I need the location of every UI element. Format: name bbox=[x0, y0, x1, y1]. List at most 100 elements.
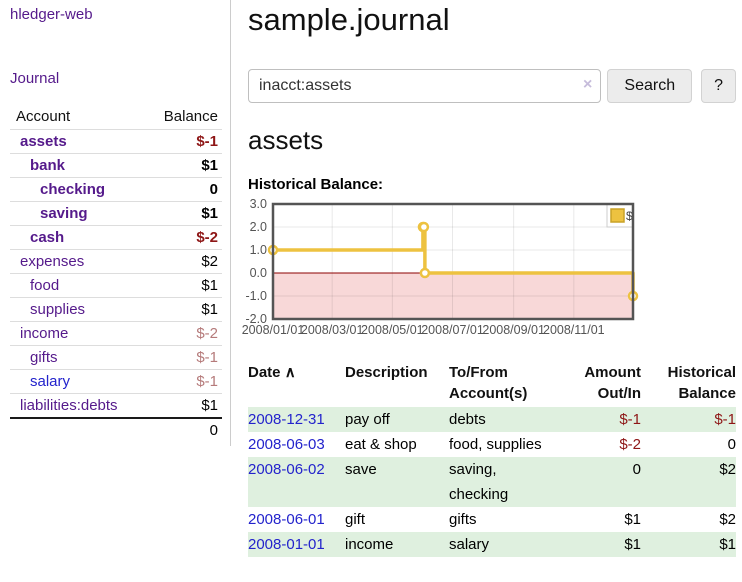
transaction-description: pay off bbox=[345, 411, 390, 428]
column-header-amount: Amount Out/In bbox=[584, 364, 641, 402]
account-balance: $1 bbox=[142, 201, 222, 226]
register-header-row: Date ∧ Description To/From Account(s) Am… bbox=[248, 359, 736, 407]
page-title: sample.journal bbox=[248, 2, 450, 37]
x-axis-tick-label: 2008/09/01 bbox=[482, 323, 545, 337]
nav-journal-link[interactable]: Journal bbox=[10, 70, 60, 87]
date-header-label: Date bbox=[248, 364, 281, 381]
transaction-row[interactable]: 2008-06-02 save saving, checking 0 $2 bbox=[248, 457, 736, 507]
account-link[interactable]: liabilities:debts bbox=[20, 397, 118, 414]
transaction-accounts: salary bbox=[449, 536, 490, 553]
accounts-header-row: Account Balance bbox=[10, 105, 222, 130]
sort-ascending-icon: ∧ bbox=[284, 364, 296, 381]
account-balance: 0 bbox=[142, 177, 222, 202]
legend-label: $ bbox=[626, 209, 633, 223]
transaction-date-link[interactable]: 2008-06-03 bbox=[248, 436, 325, 453]
transaction-amount: $-1 bbox=[619, 411, 641, 428]
x-axis-tick-label: 2008/05/01 bbox=[361, 323, 424, 337]
account-link[interactable]: supplies bbox=[30, 301, 86, 318]
transaction-description: save bbox=[345, 461, 377, 478]
account-link[interactable]: cash bbox=[30, 229, 65, 246]
y-axis-tick-label: 2.0 bbox=[250, 220, 267, 234]
y-axis-tick-label: -1.0 bbox=[245, 289, 267, 303]
chart-data-point bbox=[419, 267, 431, 279]
account-balance: $-1 bbox=[142, 369, 222, 394]
accounts-total-balance: 0 bbox=[142, 417, 222, 442]
x-axis-tick-label: 2008/07/01 bbox=[421, 323, 484, 337]
transaction-amount: $-2 bbox=[619, 436, 641, 453]
account-balance: $1 bbox=[142, 273, 222, 298]
account-column-header: Account bbox=[16, 108, 71, 125]
clear-search-icon[interactable]: × bbox=[583, 76, 593, 93]
transaction-balance: $2 bbox=[719, 461, 736, 478]
y-axis-tick-label: 0.0 bbox=[250, 266, 267, 280]
transaction-amount: 0 bbox=[632, 461, 641, 478]
account-link[interactable]: saving bbox=[40, 205, 88, 222]
account-row: liabilities:debts $1 bbox=[10, 393, 222, 418]
transaction-date-link[interactable]: 2008-01-01 bbox=[248, 536, 325, 553]
column-header-accounts: To/From Account(s) bbox=[449, 364, 528, 402]
legend-swatch-icon bbox=[610, 208, 625, 223]
transaction-balance: $-1 bbox=[714, 411, 736, 428]
transaction-date[interactable]: 2008-06-03 bbox=[248, 432, 345, 457]
transaction-accounts: saving, checking bbox=[449, 461, 509, 503]
transaction-date[interactable]: 2008-12-31 bbox=[248, 407, 345, 432]
x-axis-tick-label: 2008/01/01 bbox=[242, 323, 305, 337]
search-button[interactable]: Search bbox=[607, 69, 693, 103]
x-axis-tick-label: 2008/03/01 bbox=[301, 323, 364, 337]
transaction-description: gift bbox=[345, 511, 366, 528]
transaction-date[interactable]: 2008-06-01 bbox=[248, 507, 345, 532]
chart-legend: $ bbox=[606, 203, 634, 228]
accounts-total-row: 0 bbox=[10, 417, 222, 442]
account-link[interactable]: food bbox=[30, 277, 60, 294]
transaction-date-link[interactable]: 2008-06-01 bbox=[248, 511, 325, 528]
help-button[interactable]: ? bbox=[701, 69, 736, 103]
transaction-date[interactable]: 2008-06-02 bbox=[248, 457, 345, 507]
column-header-balance: Historical Balance bbox=[667, 364, 736, 402]
account-balance: $1 bbox=[142, 153, 222, 178]
account-row: income $-2 bbox=[10, 321, 222, 346]
y-axis-tick-label: 1.0 bbox=[250, 243, 267, 257]
account-balance: $-2 bbox=[142, 321, 222, 346]
account-row: salary $-1 bbox=[10, 369, 222, 394]
account-link[interactable]: gifts bbox=[30, 349, 58, 366]
account-balance: $-1 bbox=[142, 345, 222, 370]
chart-data-point bbox=[418, 221, 430, 233]
register-table: Date ∧ Description To/From Account(s) Am… bbox=[248, 359, 736, 557]
account-balance: $2 bbox=[142, 249, 222, 274]
account-balance: $1 bbox=[142, 393, 222, 418]
transaction-amount: $1 bbox=[624, 536, 641, 553]
accounts-table: Account Balance assets $-1 bank $1 checking 0… bbox=[10, 105, 222, 442]
y-axis-tick-label: -2.0 bbox=[245, 312, 267, 326]
account-row: supplies $1 bbox=[10, 297, 222, 322]
sidebar: hledger-web Journal Account Balance asse… bbox=[0, 0, 231, 446]
account-row: gifts $-1 bbox=[10, 345, 222, 370]
historical-balance-chart: $3.0 2.0 1.0 0.0 -1.0 -2.0 2008/01/01 2008/03/0… bbox=[242, 197, 736, 345]
account-link[interactable]: expenses bbox=[20, 253, 85, 270]
account-row: saving $1 bbox=[10, 201, 222, 226]
transaction-description: income bbox=[345, 536, 394, 553]
column-header-description: Description bbox=[345, 364, 428, 381]
account-link[interactable]: salary bbox=[30, 373, 71, 390]
account-row: assets $-1 bbox=[10, 129, 222, 154]
transaction-row[interactable]: 2008-06-03 eat & shop food, supplies $-2 0 bbox=[248, 432, 736, 457]
account-link[interactable]: bank bbox=[30, 157, 66, 174]
search-input[interactable] bbox=[248, 69, 602, 103]
x-axis-tick-label: 2008/11/01 bbox=[543, 323, 605, 337]
account-link[interactable]: assets bbox=[20, 133, 67, 150]
account-heading: assets bbox=[248, 125, 324, 155]
y-axis-tick-label: 3.0 bbox=[250, 197, 267, 211]
transaction-row[interactable]: 2008-06-01 gift gifts $1 $2 bbox=[248, 507, 736, 532]
transaction-date[interactable]: 2008-01-01 bbox=[248, 532, 345, 557]
chart-title: Historical Balance: bbox=[248, 176, 384, 193]
account-link[interactable]: checking bbox=[40, 181, 106, 198]
brand-link[interactable]: hledger-web bbox=[10, 6, 93, 23]
balance-column-header: Balance bbox=[163, 108, 218, 125]
column-header-date[interactable]: Date ∧ bbox=[248, 359, 345, 407]
transaction-date-link[interactable]: 2008-12-31 bbox=[248, 411, 325, 428]
search-form: × Search ? bbox=[248, 69, 736, 103]
transaction-row[interactable]: 2008-01-01 income salary $1 $1 bbox=[248, 532, 736, 557]
transaction-row[interactable]: 2008-12-31 pay off debts $-1 $-1 bbox=[248, 407, 736, 432]
account-link[interactable]: income bbox=[20, 325, 69, 342]
transaction-date-link[interactable]: 2008-06-02 bbox=[248, 461, 325, 478]
search-box: × bbox=[248, 69, 602, 103]
